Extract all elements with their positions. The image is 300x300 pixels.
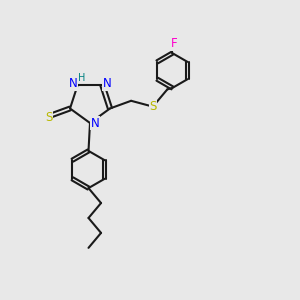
Text: N: N [91, 116, 100, 130]
Text: H: H [78, 73, 85, 83]
Text: S: S [149, 100, 157, 113]
Text: N: N [103, 77, 111, 90]
Text: N: N [69, 77, 77, 90]
Text: F: F [170, 37, 177, 50]
Text: S: S [45, 111, 52, 124]
